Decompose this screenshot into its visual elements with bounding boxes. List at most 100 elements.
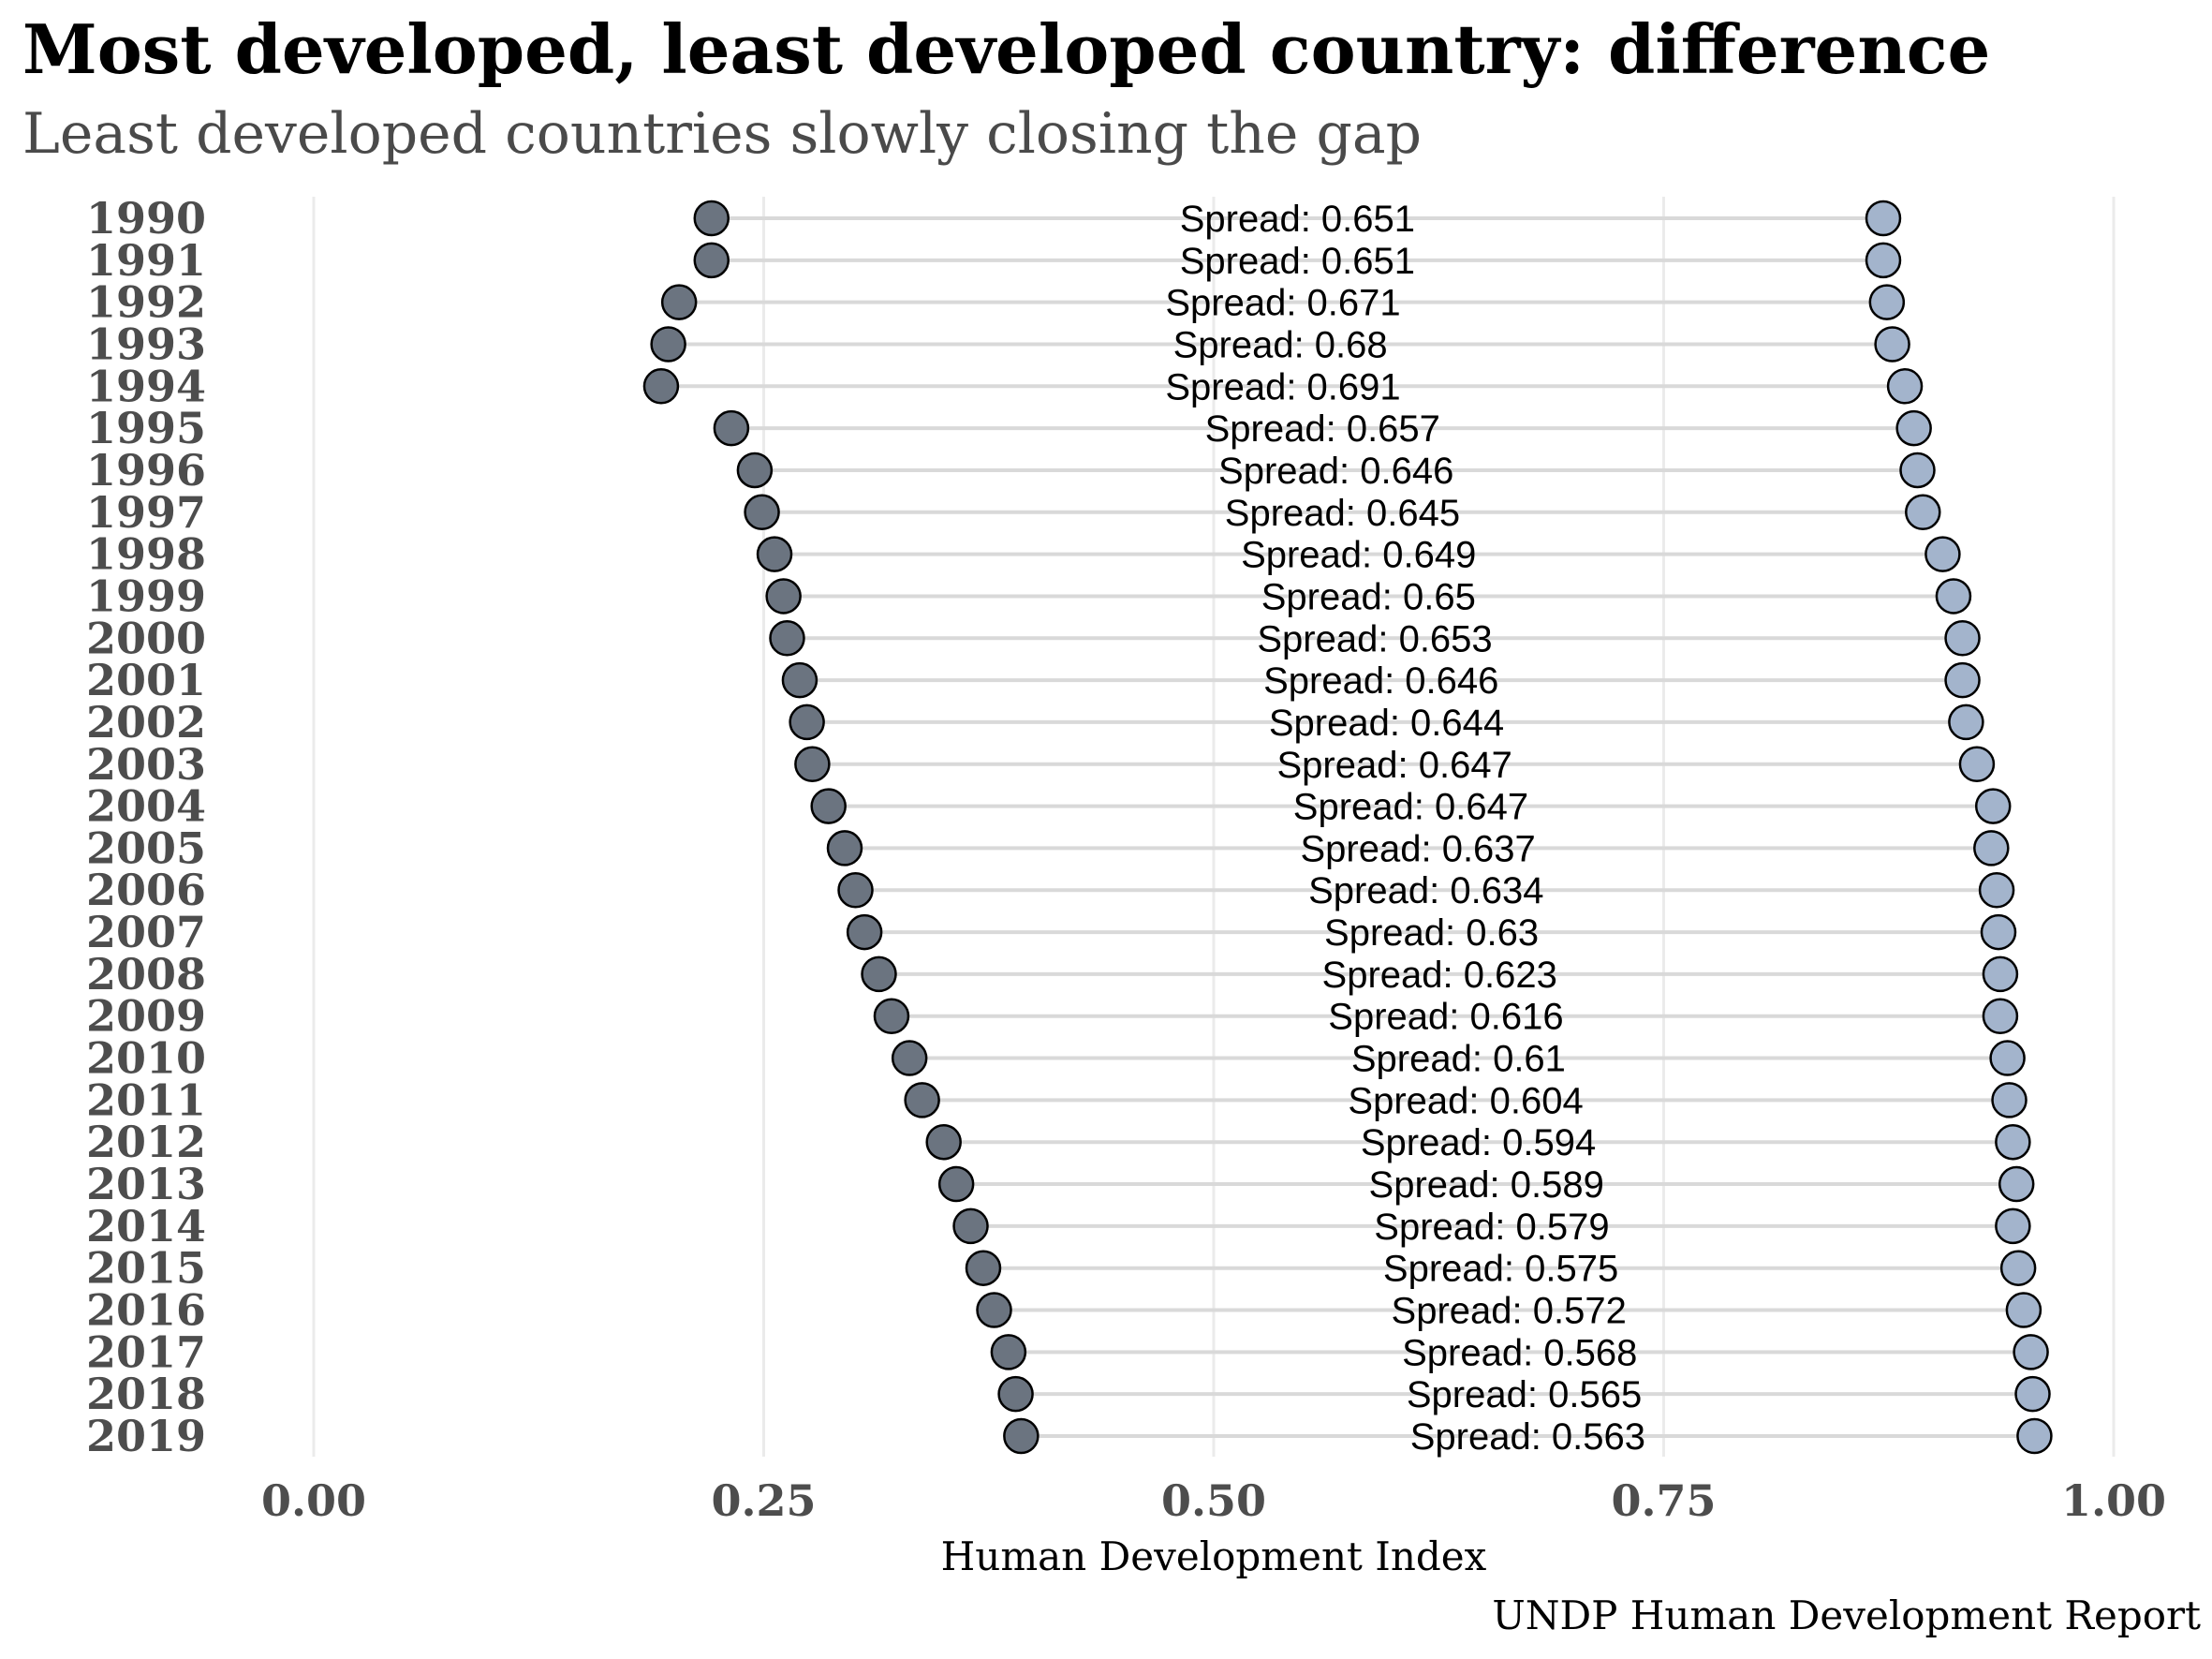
y-tick-label-1996: 1996 [86,445,206,496]
point-max-2018 [2014,1375,2051,1413]
y-tick-label-2002: 2002 [86,697,206,748]
y-tick-label-2011: 2011 [86,1074,206,1125]
point-max-2019 [2016,1417,2053,1455]
point-max-1998 [1924,536,1961,572]
spread-label-2002: Spread: 0.644 [1269,703,1504,744]
point-min-2008 [861,955,897,993]
spread-label-1992: Spread: 0.671 [1165,283,1400,324]
point-min-1991 [693,242,730,279]
point-max-1995 [1895,409,1932,447]
point-min-2000 [769,620,805,657]
point-max-1991 [1865,242,1902,279]
point-min-2009 [873,998,910,1034]
spread-label-1999: Spread: 0.65 [1261,576,1476,617]
spread-label-2013: Spread: 0.589 [1369,1164,1604,1206]
point-max-2017 [2013,1334,2049,1370]
y-tick-label-2004: 2004 [86,781,206,832]
point-min-2014 [952,1207,989,1245]
point-min-2018 [997,1375,1034,1413]
spread-label-1991: Spread: 0.651 [1180,241,1415,282]
y-tick-label-2014: 2014 [86,1201,206,1252]
x-axis-ticks: 0.00 0.25 0.50 0.75 1.00 [261,1475,2166,1526]
spread-label-2011: Spread: 0.604 [1348,1080,1583,1121]
point-min-2010 [891,1040,928,1076]
spread-label-2016: Spread: 0.572 [1392,1291,1627,1332]
chart-title: Most developed, least developed country:… [22,9,1991,89]
point-min-2015 [965,1250,1002,1286]
spread-label-1990: Spread: 0.651 [1180,199,1415,240]
y-axis-labels: 1990199119921993199419951996199719981999… [86,193,206,1461]
y-tick-label-1999: 1999 [86,570,206,621]
y-tick-label-2007: 2007 [86,907,206,957]
y-tick-label-2010: 2010 [86,1033,206,1084]
point-min-1993 [650,326,686,363]
point-min-2006 [837,871,874,909]
point-min-2017 [990,1334,1027,1370]
y-tick-label-2009: 2009 [86,991,206,1042]
y-tick-label-1998: 1998 [86,529,206,580]
point-min-2012 [925,1123,962,1161]
chart-subtitle: Least developed countries slowly closing… [22,101,1423,167]
y-tick-label-2015: 2015 [86,1243,206,1294]
point-min-1998 [756,536,793,572]
point-max-2011 [1991,1082,2028,1118]
y-tick-label-2001: 2001 [86,655,206,705]
point-max-2002 [1948,704,1984,741]
spread-label-2017: Spread: 0.568 [1402,1332,1637,1373]
spread-label-2015: Spread: 0.575 [1383,1249,1618,1290]
spread-label-1997: Spread: 0.645 [1225,493,1460,534]
spread-label-2005: Spread: 0.637 [1300,828,1535,869]
y-tick-label-2006: 2006 [86,865,206,915]
y-tick-label-2019: 2019 [86,1411,206,1461]
x-tick-label-1.00: 1.00 [2061,1475,2166,1526]
point-max-1994 [1886,368,1924,405]
point-min-2004 [810,788,847,824]
spread-label-2004: Spread: 0.647 [1293,787,1528,828]
spread-label-1993: Spread: 0.68 [1173,324,1388,365]
y-tick-label-1990: 1990 [86,193,206,244]
spread-label-2012: Spread: 0.594 [1361,1122,1596,1163]
spread-label-2007: Spread: 0.63 [1324,912,1539,954]
chart-caption: UNDP Human Development Report [1492,1592,2201,1638]
point-min-1992 [660,284,698,320]
point-max-2012 [1995,1123,2031,1161]
point-max-2008 [1982,955,2019,993]
point-min-2001 [781,661,818,699]
x-tick-label-0.00: 0.00 [261,1475,366,1526]
point-max-1990 [1865,200,1902,237]
spread-label-2019: Spread: 0.563 [1410,1416,1645,1458]
point-max-2016 [2005,1292,2042,1328]
spread-label-2009: Spread: 0.616 [1328,997,1563,1038]
spread-label-2010: Spread: 0.61 [1351,1039,1566,1080]
y-tick-label-2017: 2017 [86,1326,206,1377]
y-tick-label-2003: 2003 [86,739,206,790]
point-min-2003 [794,746,831,783]
y-tick-label-1994: 1994 [86,361,206,411]
point-min-2007 [846,913,883,951]
point-min-2005 [826,830,863,867]
x-tick-label-0.75: 0.75 [1611,1475,1716,1526]
point-min-1995 [713,409,750,447]
y-tick-label-2000: 2000 [86,613,206,663]
y-tick-label-2016: 2016 [86,1285,206,1336]
points [642,200,2053,1455]
point-max-2003 [1958,746,1996,783]
point-min-2002 [789,704,825,741]
x-tick-label-0.25: 0.25 [711,1475,816,1526]
y-tick-label-2005: 2005 [86,822,206,873]
point-max-2015 [1999,1250,2037,1286]
y-tick-label-1991: 1991 [86,235,206,286]
spread-label-2006: Spread: 0.634 [1308,870,1543,911]
spread-label-2014: Spread: 0.579 [1374,1207,1609,1248]
spread-label-2008: Spread: 0.623 [1322,955,1557,996]
point-max-1993 [1874,326,1910,363]
y-tick-label-1995: 1995 [86,403,206,453]
spread-label-2001: Spread: 0.646 [1263,660,1498,702]
point-max-1997 [1905,494,1941,531]
spread-label-1994: Spread: 0.691 [1165,366,1400,407]
point-max-2000 [1944,620,1981,657]
point-max-2001 [1944,661,1981,699]
